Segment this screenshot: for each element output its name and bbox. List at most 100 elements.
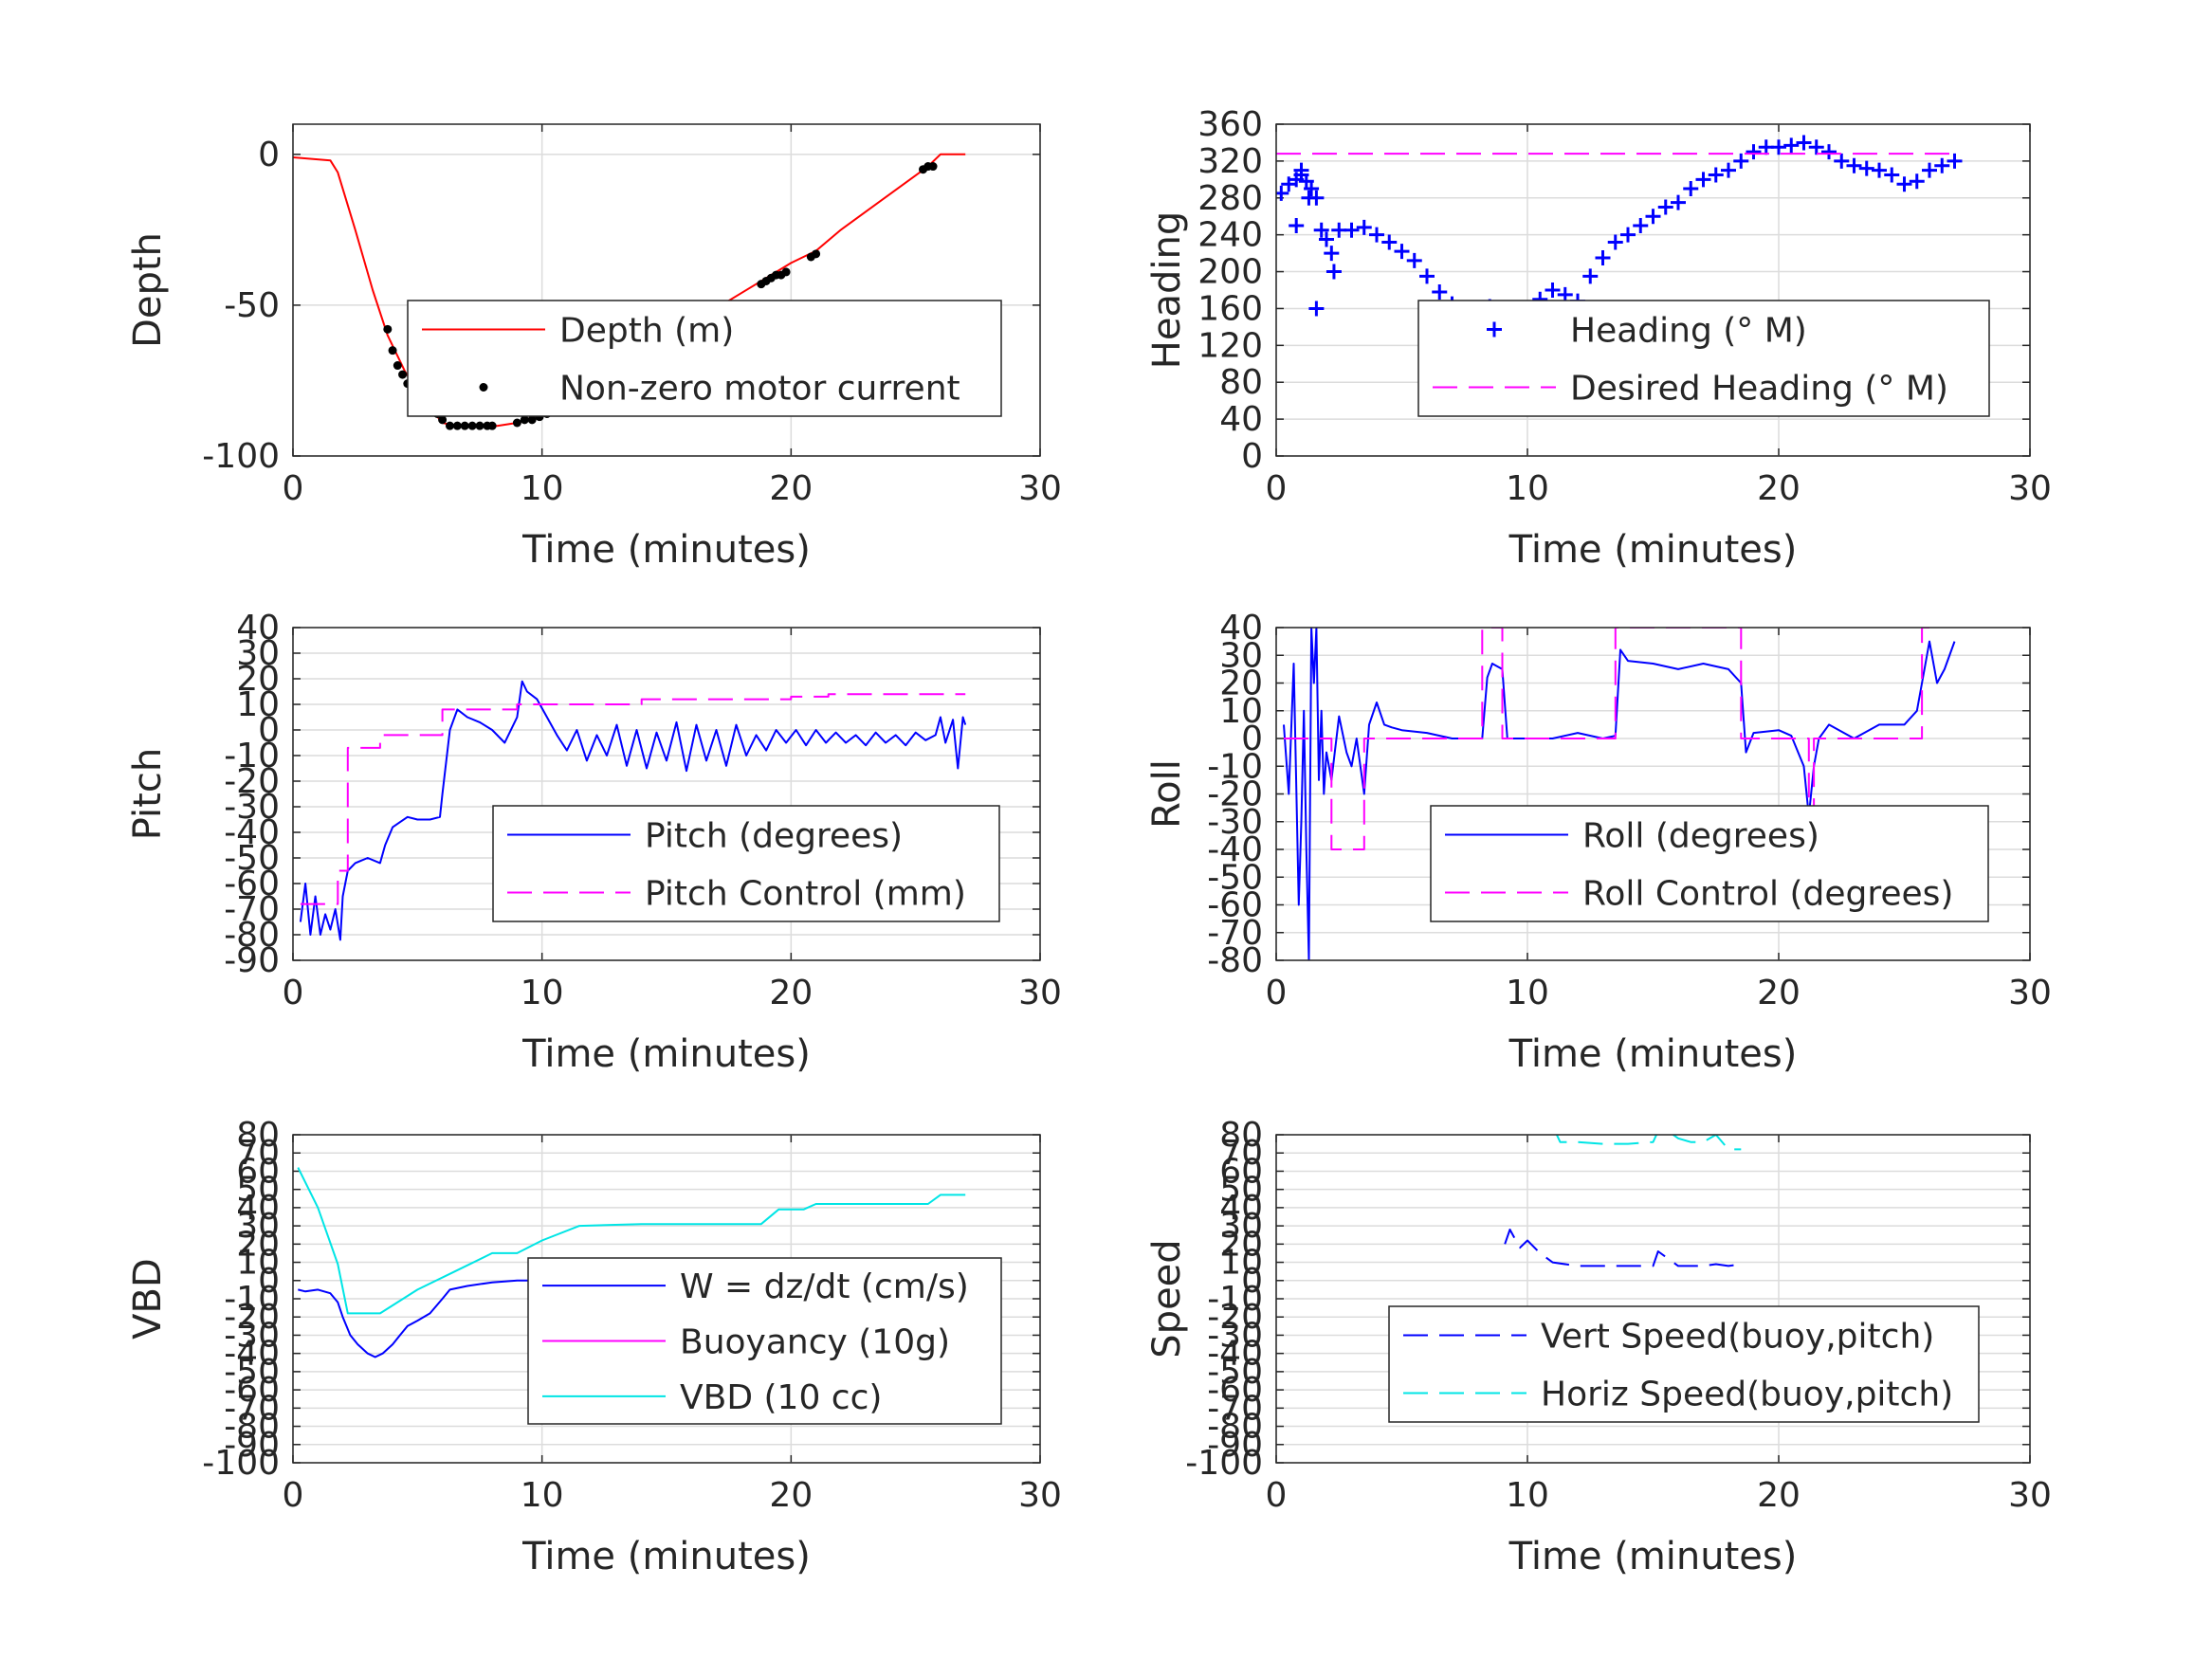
x-tick-label: 10 [1506, 469, 1549, 508]
legend-box [1388, 1305, 1980, 1423]
data-point [1313, 222, 1329, 238]
data-point [1356, 219, 1372, 235]
y-tick-label: 0 [258, 711, 280, 750]
axes-box [292, 627, 1041, 961]
legend-label: Heading (° M) [1570, 312, 1807, 351]
y-tick-label: 30 [1219, 1207, 1263, 1246]
y-tick-label: 80 [1219, 363, 1263, 402]
legend-box [492, 805, 1000, 922]
y-tick-label: 240 [1197, 216, 1263, 255]
y-tick-label: -60 [1207, 886, 1263, 925]
legend-label: Vert Speed(buoy,pitch) [1541, 1318, 1934, 1357]
data-point [1369, 227, 1384, 243]
data-point [1721, 162, 1736, 178]
y-tick-label: 10 [1219, 1244, 1263, 1283]
y-tick-label: -80 [1207, 941, 1263, 980]
y-tick-label: 70 [236, 1134, 280, 1173]
y-tick-label: 30 [1219, 636, 1263, 675]
y-tick-label: 0 [1241, 1262, 1263, 1301]
data-point [1595, 249, 1611, 265]
y-tick-label: -60 [224, 1371, 280, 1410]
y-tick-label: 280 [1197, 179, 1263, 218]
x-tick-label: 20 [1757, 469, 1801, 508]
y-tick-label: -80 [224, 916, 280, 955]
y-tick-label: -100 [1185, 1444, 1263, 1483]
data-point [1304, 181, 1320, 197]
y-tick-label: 60 [236, 1152, 280, 1191]
x-tick-label: 0 [283, 974, 304, 1012]
y-tick-label: -40 [224, 813, 280, 852]
x-tick-label: 20 [769, 469, 813, 508]
data-point [452, 421, 462, 430]
chart-panel-5: 0 10 20 30-100-90-80-70-60-50-40-30-20-1001… [126, 1116, 1062, 1578]
data-point [1381, 234, 1398, 250]
legend: Pitch (degrees) Pitch Control (mm) [492, 805, 1000, 922]
y-tick-label: 160 [1197, 289, 1263, 328]
y-tick-label: -30 [224, 1316, 280, 1355]
y-tick-label: 10 [236, 1244, 280, 1283]
y-tick-label: -90 [224, 1426, 280, 1465]
data-point [1324, 246, 1340, 262]
data-point [1301, 190, 1317, 206]
data-point [1607, 234, 1623, 250]
series-line [297, 1167, 966, 1315]
data-point [398, 370, 408, 379]
legend-box [407, 300, 1002, 417]
y-tick-label: -60 [1207, 1371, 1263, 1410]
data-point [1633, 217, 1649, 233]
y-tick-label: 50 [1219, 1171, 1263, 1210]
y-tick-label: -20 [1207, 1298, 1263, 1337]
axes-box [292, 1134, 1041, 1464]
data-point [1808, 139, 1824, 155]
data-point [1293, 162, 1309, 178]
x-axis-label: Time (minutes) [521, 1535, 811, 1578]
x-tick-label: 30 [1018, 974, 1062, 1012]
legend: Roll (degrees) Roll Control (degrees) [1430, 805, 1989, 922]
series-line [1504, 1229, 1742, 1267]
y-axis-label: Pitch [126, 748, 170, 840]
x-tick-label: 0 [1266, 974, 1288, 1012]
y-tick-label: 360 [1197, 105, 1263, 144]
data-point [1834, 153, 1850, 169]
data-point [1746, 144, 1762, 160]
y-axis-label: Speed [1145, 1239, 1189, 1358]
data-point [388, 346, 397, 356]
y-tick-label: 10 [1219, 692, 1263, 731]
x-tick-label: 30 [1018, 469, 1062, 508]
legend-label: Roll Control (degrees) [1582, 875, 1953, 914]
axes-box [1275, 627, 2031, 961]
y-tick-label: -20 [1207, 775, 1263, 814]
data-point [1733, 153, 1749, 169]
y-tick-label: -60 [224, 865, 280, 903]
series-line [299, 680, 967, 941]
y-tick-label: -70 [1207, 914, 1263, 953]
data-point [1645, 209, 1661, 225]
data-point [1771, 139, 1786, 155]
y-tick-label: 0 [258, 136, 280, 174]
series-line [300, 693, 966, 905]
x-axis-label: Time (minutes) [1508, 1032, 1798, 1076]
x-tick-label: 0 [1266, 1476, 1288, 1515]
data-point [445, 421, 454, 430]
y-tick-label: -20 [224, 1298, 280, 1337]
y-axis-label: VBD [126, 1258, 170, 1340]
chart-panel-4: 0 10 20 30-80-70-60-50-40-30-20-10010203040… [1145, 609, 2052, 1076]
data-point [1432, 283, 1448, 300]
data-point [383, 324, 393, 334]
series-line [1284, 628, 1929, 850]
x-axis-label: Time (minutes) [1508, 1535, 1798, 1578]
axes-box [1275, 123, 2031, 457]
legend: Heading (° M) Desired Heading (° M) [1417, 300, 1990, 417]
y-tick-label: -50 [1207, 1353, 1263, 1392]
chart-panel-6: 0 10 20 30-100-90-80-70-60-50-40-30-20-1001… [1145, 1116, 2052, 1578]
x-tick-label: 30 [1018, 1476, 1062, 1515]
y-tick-label: -30 [224, 788, 280, 827]
legend-label: Roll (degrees) [1582, 817, 1819, 856]
y-tick-label: 30 [236, 1207, 280, 1246]
data-point [527, 415, 537, 425]
legend-label: Pitch (degrees) [645, 817, 903, 856]
x-tick-label: 10 [1506, 1476, 1549, 1515]
y-tick-label: 20 [1219, 1225, 1263, 1264]
y-tick-label: 10 [236, 685, 280, 724]
y-tick-label: 70 [1219, 1134, 1263, 1173]
